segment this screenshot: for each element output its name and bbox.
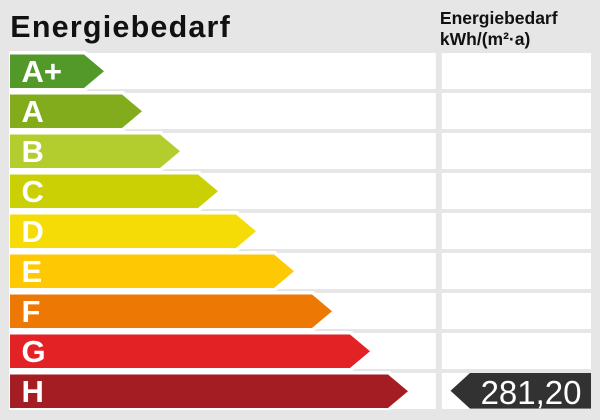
- svg-text:A+: A+: [22, 54, 63, 89]
- svg-text:D: D: [22, 214, 44, 249]
- svg-text:C: C: [22, 174, 44, 209]
- svg-text:E: E: [22, 254, 43, 289]
- svg-text:G: G: [22, 334, 46, 369]
- svg-text:F: F: [22, 294, 41, 329]
- svg-text:Energiebedarf: Energiebedarf: [440, 8, 558, 28]
- svg-text:A: A: [22, 94, 44, 129]
- svg-text:kWh/(m²·a): kWh/(m²·a): [440, 29, 530, 49]
- svg-text:H: H: [22, 374, 44, 409]
- svg-text:Energiebedarf: Energiebedarf: [10, 10, 231, 44]
- svg-text:B: B: [22, 134, 44, 169]
- svg-text:281,20: 281,20: [481, 374, 582, 411]
